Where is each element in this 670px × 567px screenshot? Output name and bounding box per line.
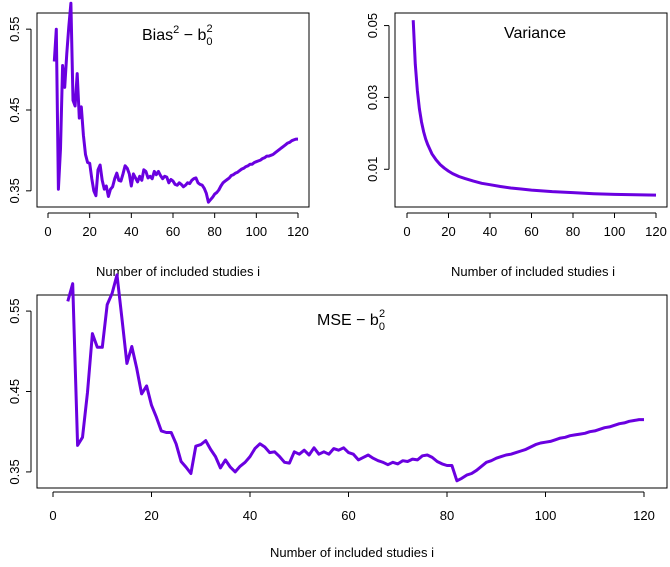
- bias-x-tick-label: 100: [245, 224, 267, 239]
- variance-x-tick-label: 120: [645, 224, 667, 239]
- bias-x-tick-label: 40: [124, 224, 138, 239]
- variance-y-tick-label: 0.01: [365, 157, 380, 182]
- bias-x-tick-label: 20: [82, 224, 96, 239]
- variance-x-tick-label: 80: [566, 224, 580, 239]
- bias-x-tick-label: 60: [166, 224, 180, 239]
- bias-series-line: [52, 1, 298, 204]
- mse-series-line: [66, 273, 644, 483]
- bias-x-tick-label: 0: [44, 224, 51, 239]
- bias-title: Bias2 − b02: [142, 23, 213, 48]
- bias-x-tick-label: 80: [207, 224, 221, 239]
- variance-panel: Variance 0 20 40 60 80 100 120 0.01 0.03 0.05 Nu…: [365, 12, 668, 279]
- variance-x-ticks: 0 20 40 60 80 100 120: [403, 212, 667, 239]
- mse-x-tick-label: 0: [49, 508, 56, 523]
- bias-x-axis-label: Number of included studies i: [96, 264, 260, 279]
- variance-x-tick-label: 0: [403, 224, 410, 239]
- bias-y-tick-label: 0.35: [7, 178, 22, 203]
- bias-y-tick-label: 0.55: [7, 17, 22, 42]
- variance-x-tick-label: 60: [524, 224, 538, 239]
- variance-x-tick-label: 100: [604, 224, 626, 239]
- mse-plot-frame: [36, 294, 668, 489]
- variance-x-axis-label: Number of included studies i: [451, 264, 615, 279]
- mse-x-axis-label: Number of included studies i: [270, 545, 434, 560]
- mse-title: MSE − b02: [317, 308, 385, 333]
- variance-x-tick-label: 40: [483, 224, 497, 239]
- mse-x-tick-label: 20: [144, 508, 158, 523]
- mse-x-tick-label: 100: [535, 508, 557, 523]
- bias-plot-frame: [36, 12, 310, 208]
- mse-x-tick-label: 40: [243, 508, 257, 523]
- bias-panel: Bias2 − b02 0 20 40 60 80 100 120 0.35 0.45 0.55…: [7, 1, 310, 279]
- bias-x-ticks: 0 20 40 60 80 100 120: [44, 212, 309, 239]
- mse-x-tick-label: 120: [633, 508, 655, 523]
- variance-x-tick-label: 20: [441, 224, 455, 239]
- variance-y-ticks: 0.01 0.03 0.05: [365, 13, 390, 182]
- mse-panel: MSE − b02 0 20 40 60 80 100 120 0.35 0.45 0.55 N…: [7, 273, 668, 560]
- mse-y-ticks: 0.35 0.45 0.55: [7, 298, 32, 485]
- bias-x-tick-label: 120: [287, 224, 309, 239]
- mse-x-tick-label: 60: [341, 508, 355, 523]
- variance-y-tick-label: 0.03: [365, 85, 380, 110]
- variance-plot-frame: [394, 12, 668, 208]
- mse-y-tick-label: 0.45: [7, 379, 22, 404]
- bias-y-tick-label: 0.45: [7, 97, 22, 122]
- variance-series-line: [411, 20, 657, 197]
- mse-y-tick-label: 0.35: [7, 459, 22, 484]
- variance-title: Variance: [504, 25, 566, 42]
- bias-y-ticks: 0.35 0.45 0.55: [7, 17, 32, 203]
- mse-x-ticks: 0 20 40 60 80 100 120: [49, 491, 655, 523]
- mse-y-tick-label: 0.55: [7, 298, 22, 323]
- mse-x-tick-label: 80: [440, 508, 454, 523]
- variance-y-tick-label: 0.05: [365, 13, 380, 38]
